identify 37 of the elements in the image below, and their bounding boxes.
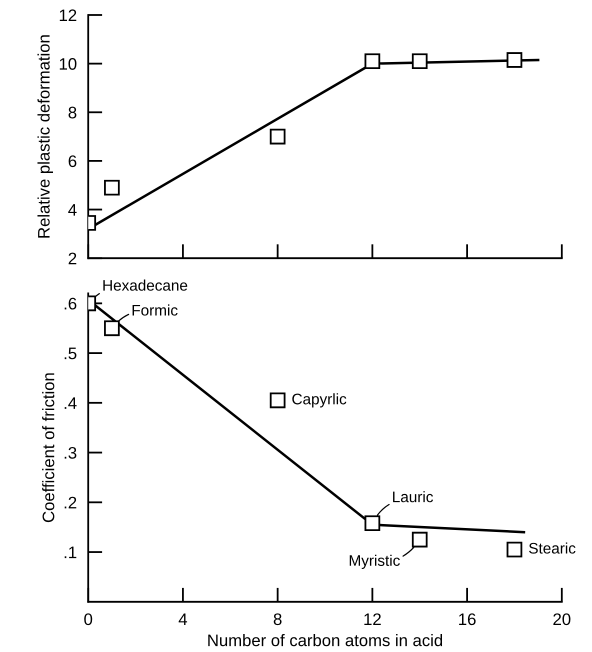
y-tick-label: .4 [64,397,77,409]
x-axis-title: Number of carbon atoms in acid [208,634,442,646]
y-tick-label: 8 [68,106,76,118]
point [270,128,286,144]
x-tick-label: 4 [178,614,188,625]
point [104,320,120,336]
point [412,532,428,548]
annotation: Capyrlic [292,393,346,408]
y-tick-label: .3 [64,446,76,459]
annotation: Formic [132,304,178,316]
x-tick-label: 12 [364,613,381,625]
point [364,515,380,532]
y-tick-label: .5 [64,348,76,360]
y-tick-label: .1 [64,546,76,558]
y-tick-label: 2 [68,252,76,264]
y-tick-label: .6 [64,298,76,310]
x-tick-label: 8 [274,613,282,626]
x-tick-label: 16 [459,613,476,626]
annotation: Lauric [393,491,434,502]
point [104,180,120,196]
point [506,52,522,68]
y-tick-label: 10 [60,58,76,70]
x-tick-label: 20 [553,613,570,626]
y-axis-title: Relative plastic deformation [37,35,54,238]
y-tick-label: 6 [68,155,76,168]
y-tick-label: 4 [68,204,77,216]
point [412,53,428,70]
x-tick-label: 0 [84,613,92,626]
y-tick-label: .2 [64,496,76,508]
y-axis-title: Coefficient of friction [42,373,54,522]
point [270,392,286,408]
annotation: Hexadecane [103,280,188,291]
point [506,542,522,558]
point [364,53,380,70]
annotation: Stearic [529,542,576,554]
annotation: Myristic [350,554,400,569]
y-tick-label: 12 [60,9,76,22]
